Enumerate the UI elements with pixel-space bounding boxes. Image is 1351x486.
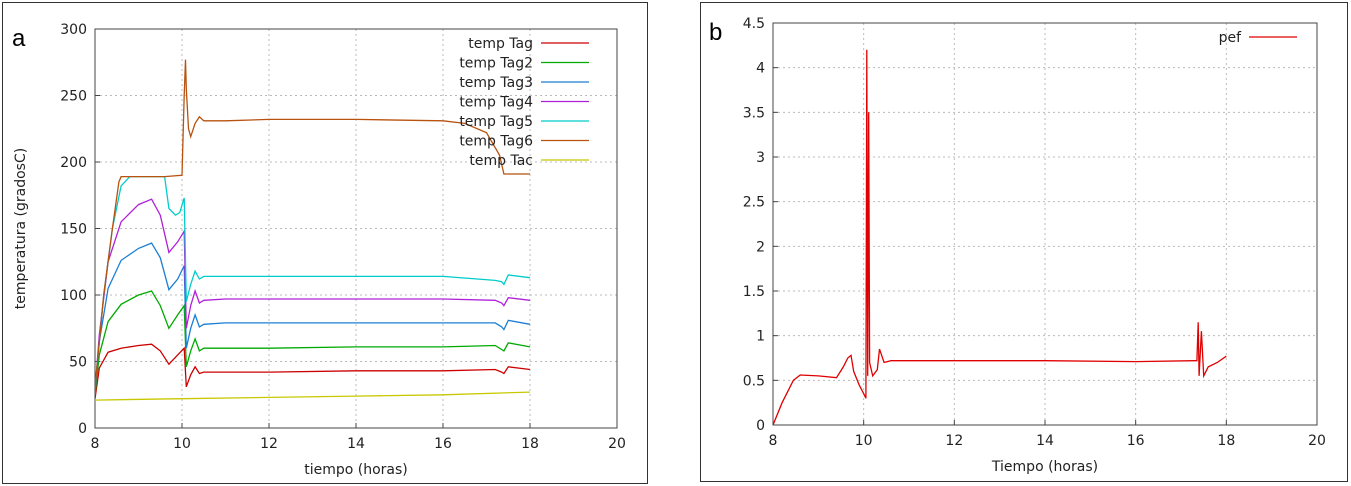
y-tick-label: 150 — [60, 222, 87, 238]
panel-a: a 8 10 12 14 16 18 20 0 50 100 150 200 250 300 tiempo … — [2, 2, 648, 484]
series-line-pef — [773, 49, 1227, 425]
y-tick-label: 4 — [756, 61, 765, 77]
legend-label: temp Tac — [469, 153, 533, 169]
x-tick-label: 12 — [260, 436, 278, 452]
x-tick-label: 12 — [945, 433, 963, 449]
series-line-temp-tag6 — [95, 59, 530, 389]
legend-label: temp Tag5 — [459, 114, 533, 130]
x-tick-label: 16 — [434, 436, 452, 452]
pef-chart: 8 10 12 14 16 18 20 0 0.5 1 1.5 2 2.5 3 3.5 4 4.5 Tiempo … — [743, 16, 1326, 475]
x-axis-label: tiempo (horas) — [304, 462, 408, 478]
x-tick-label: 10 — [173, 436, 191, 452]
panel-label-b: b — [709, 19, 723, 46]
series-line-temp-tag4 — [95, 198, 531, 391]
y-tick-label: 50 — [69, 355, 87, 371]
x-tick-label: 20 — [1308, 433, 1326, 449]
y-tick-label: 2 — [756, 239, 765, 255]
series-line-temp-tag — [95, 343, 531, 399]
x-tick-label: 16 — [1127, 433, 1145, 449]
y-axis-label: temperatura (gradosC) — [13, 148, 29, 309]
legend-label: temp Tag6 — [459, 134, 533, 150]
y-tick-label: 0.5 — [743, 373, 765, 389]
legend-label: pef — [1219, 30, 1243, 46]
x-tick-label: 8 — [769, 433, 778, 449]
panel-b: b 8 10 12 14 16 18 20 0 0.5 1 1.5 2 2.5 3 3.5 4 4.5 Tiemp… — [700, 2, 1348, 482]
legend-label: temp Tag — [468, 36, 533, 52]
x-axis-label: Tiempo (horas) — [991, 459, 1098, 475]
legend-label: temp Tag2 — [459, 56, 533, 72]
y-tick-label: 1.5 — [743, 284, 765, 300]
y-tick-label: 250 — [60, 89, 87, 105]
y-tick-label: 2.5 — [743, 195, 765, 211]
legend-label: temp Tag4 — [459, 95, 533, 111]
y-tick-label: 0 — [78, 421, 87, 437]
y-tick-label: 300 — [60, 22, 87, 38]
y-tick-label: 200 — [60, 155, 87, 171]
series-line-temp-tac — [95, 391, 531, 401]
y-tick-label: 0 — [756, 418, 765, 434]
legend-label: temp Tag3 — [459, 75, 533, 91]
y-tick-label: 3.5 — [743, 105, 765, 121]
x-tick-label: 20 — [608, 436, 626, 452]
x-tick-label: 18 — [1217, 433, 1235, 449]
x-tick-label: 14 — [1036, 433, 1054, 449]
y-tick-label: 3 — [756, 150, 765, 166]
series-line-temp-tag3 — [95, 242, 531, 393]
series-line-temp-tag2 — [95, 290, 531, 395]
x-tick-label: 8 — [91, 436, 100, 452]
y-tick-label: 4.5 — [743, 16, 765, 32]
panel-label-a: a — [12, 25, 26, 52]
series-line-temp-tag5 — [95, 175, 531, 389]
y-tick-label: 1 — [756, 329, 765, 345]
x-tick-label: 18 — [521, 436, 539, 452]
x-tick-label: 14 — [347, 436, 365, 452]
y-tick-label: 100 — [60, 288, 87, 304]
x-tick-label: 10 — [855, 433, 873, 449]
